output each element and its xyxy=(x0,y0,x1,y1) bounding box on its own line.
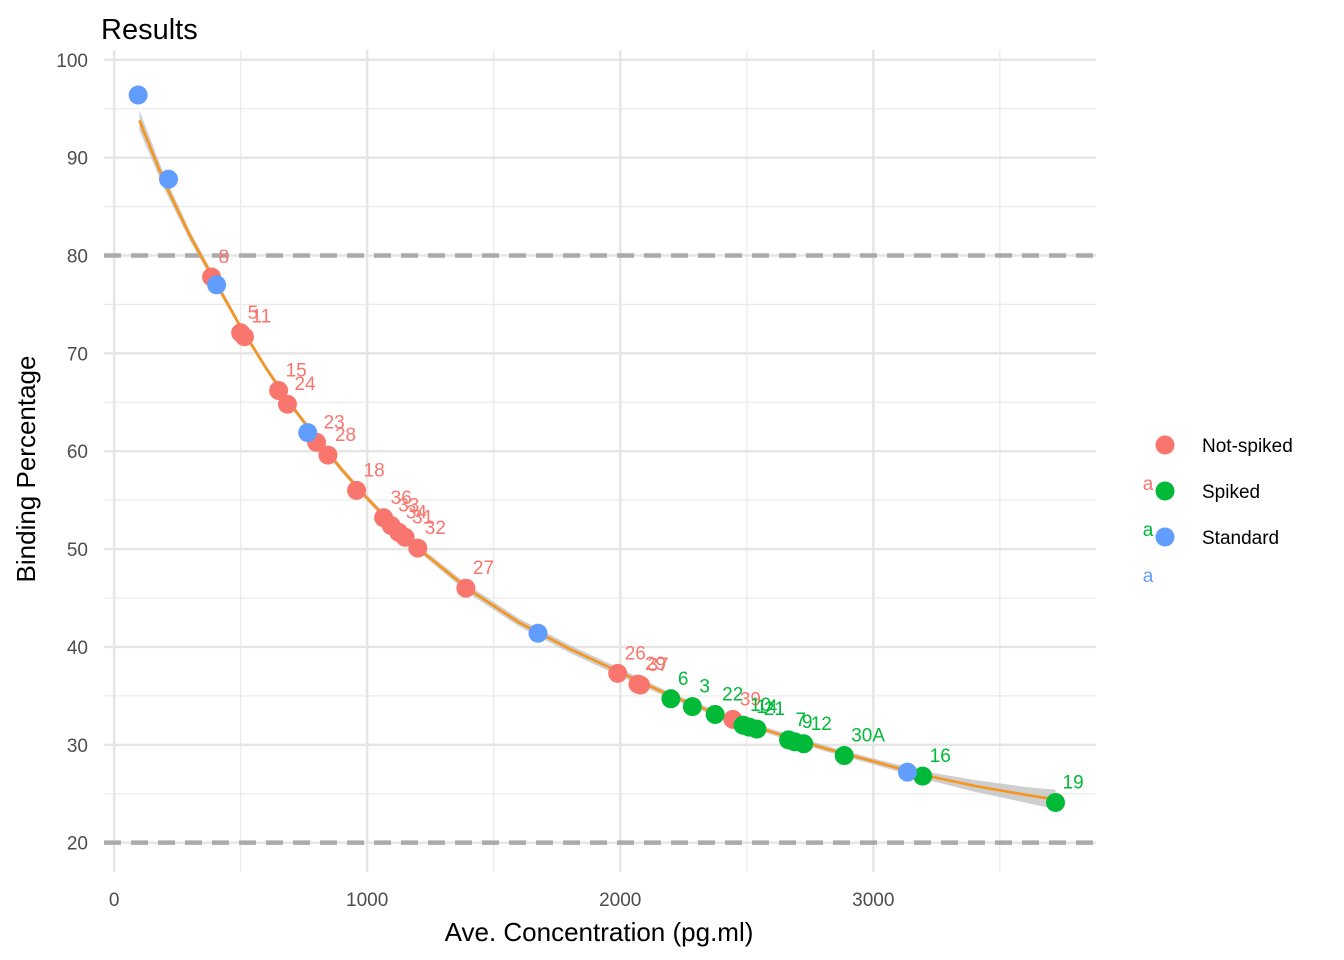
y-tick-label: 100 xyxy=(56,51,88,72)
point-label-not-spiked: 36 xyxy=(391,488,412,509)
x-axis-tick-labels: 0 1000 2000 3000 xyxy=(109,890,895,911)
point-not-spiked xyxy=(456,578,476,598)
point-label-not-spiked: 28 xyxy=(335,425,356,446)
point-label-not-spiked: 24 xyxy=(294,374,316,395)
legend-key-not-spiked xyxy=(1155,435,1175,455)
legend-label-spiked: Spiked xyxy=(1202,482,1260,503)
point-label-not-spiked: 15 xyxy=(286,361,307,382)
point-standard xyxy=(128,85,148,105)
point-label-spiked: 19 xyxy=(1063,773,1084,794)
fit-confidence-band xyxy=(139,110,1056,810)
point-standard xyxy=(159,169,179,189)
point-not-spiked xyxy=(395,527,415,547)
point-standard xyxy=(298,423,318,443)
point-label-not-spiked: 8 xyxy=(219,247,230,268)
point-label-not-spiked: 29 xyxy=(645,654,666,675)
confidence-band xyxy=(139,110,1056,810)
point-spiked xyxy=(661,689,681,709)
point-not-spiked xyxy=(347,480,367,500)
x-tick-label: 1000 xyxy=(346,890,388,911)
point-label-not-spiked: 18 xyxy=(364,460,385,481)
point-not-spiked xyxy=(408,538,428,558)
point-label-not-spiked: 32 xyxy=(425,518,446,539)
chart-title: Results xyxy=(101,14,198,46)
legend-key-standard xyxy=(1155,527,1175,547)
point-spiked xyxy=(747,719,767,739)
point-not-spiked xyxy=(630,675,650,695)
point-spiked xyxy=(705,704,725,724)
legend-key-glyph-not-spiked: a xyxy=(1143,474,1154,495)
point-spiked xyxy=(794,734,814,754)
x-tick-label: 0 xyxy=(109,890,120,911)
y-tick-label: 70 xyxy=(67,344,88,365)
y-tick-label: 30 xyxy=(67,736,88,757)
point-label-not-spiked: 39 xyxy=(740,689,761,710)
point-standard xyxy=(897,762,917,782)
legend: a Not-spiked a Spiked a Standard xyxy=(1143,435,1293,587)
y-tick-label: 80 xyxy=(67,247,88,268)
point-standard xyxy=(528,623,548,643)
point-label-spiked: 7 xyxy=(796,710,807,731)
data-points xyxy=(128,85,1066,813)
y-axis-label: Binding Percentage xyxy=(11,356,41,583)
point-spiked xyxy=(1046,793,1066,813)
fit-curve xyxy=(138,119,1056,801)
y-tick-label: 60 xyxy=(67,442,88,463)
minor-gridlines xyxy=(104,50,1096,872)
legend-label-standard: Standard xyxy=(1202,528,1279,549)
point-label-spiked: 21 xyxy=(764,699,785,720)
y-axis-tick-labels: 20 30 40 50 60 70 80 90 100 xyxy=(56,51,88,855)
point-not-spiked xyxy=(608,663,628,683)
point-label-spiked: 22 xyxy=(722,684,743,705)
point-label-not-spiked: 5 xyxy=(248,303,259,324)
x-axis-label: Ave. Concentration (pg.ml) xyxy=(445,917,754,947)
point-label-spiked: 9 xyxy=(802,712,813,733)
x-tick-label: 3000 xyxy=(852,890,894,911)
point-label-not-spiked: 34 xyxy=(406,502,428,523)
point-label-spiked: 3 xyxy=(699,677,710,698)
point-label-not-spiked: 27 xyxy=(473,558,494,579)
point-not-spiked xyxy=(234,327,254,347)
point-label-not-spiked: 23 xyxy=(324,412,345,433)
point-spiked xyxy=(834,746,854,766)
x-tick-label: 2000 xyxy=(599,890,641,911)
point-label-not-spiked: 31 xyxy=(412,507,433,528)
point-label-not-spiked: 37 xyxy=(647,655,668,676)
point-label-not-spiked: 11 xyxy=(251,307,271,328)
point-label-spiked: 30A xyxy=(851,726,885,747)
point-label-spiked: 12 xyxy=(811,714,832,735)
point-label-not-spiked: 26 xyxy=(625,643,646,664)
point-label-spiked: 14 xyxy=(756,697,778,718)
point-label-spiked: 6 xyxy=(678,669,689,690)
point-not-spiked xyxy=(318,445,338,465)
legend-key-glyph-spiked: a xyxy=(1143,520,1154,541)
point-not-spiked xyxy=(277,394,297,414)
point-label-not-spiked: 33 xyxy=(398,496,419,517)
legend-key-glyph-standard: a xyxy=(1143,566,1154,587)
y-tick-label: 20 xyxy=(67,834,88,855)
point-label-spiked: 16 xyxy=(930,746,951,767)
point-not-spiked xyxy=(269,381,289,401)
legend-label-not-spiked: Not-spiked xyxy=(1202,436,1293,457)
point-spiked xyxy=(682,697,702,717)
point-spiked xyxy=(913,766,933,786)
point-standard xyxy=(207,275,227,295)
y-tick-label: 50 xyxy=(67,540,88,561)
y-tick-label: 90 xyxy=(67,149,88,170)
y-tick-label: 40 xyxy=(67,638,88,659)
fit-line xyxy=(138,119,1056,801)
reference-lines xyxy=(104,253,1096,845)
point-label-spiked: 10 xyxy=(750,695,771,716)
legend-key-spiked xyxy=(1155,481,1175,501)
